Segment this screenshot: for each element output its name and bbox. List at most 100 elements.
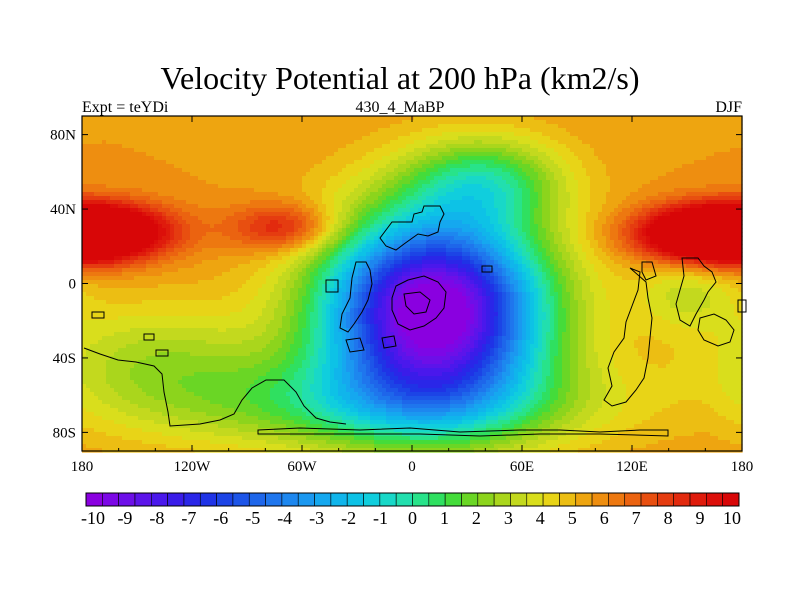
field-cell: [458, 424, 475, 429]
field-cell: [266, 448, 311, 453]
field-cell: [258, 292, 271, 297]
field-cell: [718, 268, 743, 273]
field-cell: [562, 364, 571, 369]
field-cell: [630, 244, 635, 249]
field-cell: [546, 292, 551, 297]
field-cell: [650, 308, 679, 313]
field-cell: [330, 252, 335, 257]
field-cell: [538, 324, 543, 329]
field-cell: [390, 324, 395, 329]
field-cell: [526, 312, 531, 317]
field-cell: [702, 400, 735, 405]
field-cell: [522, 400, 531, 405]
field-cell: [534, 216, 543, 221]
field-cell: [382, 268, 391, 273]
colorbar-label: 6: [600, 508, 609, 528]
field-cell: [554, 384, 563, 389]
field-cell: [522, 252, 531, 257]
field-cell: [130, 252, 139, 257]
field-cell: [410, 436, 439, 441]
field-cell: [522, 196, 531, 201]
field-cell: [510, 420, 523, 425]
field-cell: [542, 192, 551, 197]
field-cell: [374, 268, 379, 273]
field-cell: [530, 240, 535, 245]
field-cell: [298, 316, 307, 321]
field-cell: [486, 392, 495, 397]
field-cell: [658, 244, 743, 249]
field-cell: [82, 400, 103, 405]
colorbar-swatch: [281, 492, 299, 507]
field-cell: [390, 264, 395, 269]
field-cell: [450, 396, 463, 401]
field-cell: [82, 232, 159, 237]
field-cell: [558, 140, 583, 145]
field-cell: [550, 316, 555, 321]
field-cell: [594, 304, 611, 309]
field-cell: [522, 216, 531, 221]
field-cell: [646, 224, 651, 229]
field-cell: [566, 244, 575, 249]
field-cell: [346, 316, 351, 321]
field-cell: [510, 340, 515, 345]
field-cell: [670, 344, 719, 349]
field-cell: [402, 268, 411, 273]
field-cell: [286, 236, 295, 241]
field-cell: [350, 308, 355, 313]
field-cell: [510, 288, 515, 293]
field-cell: [410, 388, 447, 393]
field-cell: [82, 160, 167, 165]
field-cell: [550, 312, 555, 317]
field-cell: [302, 328, 311, 333]
field-cell: [506, 276, 511, 281]
field-cell: [422, 268, 447, 273]
field-cell: [338, 244, 343, 249]
field-cell: [530, 356, 535, 361]
field-cell: [498, 344, 503, 349]
field-cell: [82, 396, 99, 401]
field-cell: [542, 216, 551, 221]
field-cell: [450, 356, 463, 361]
field-cell: [654, 256, 663, 261]
field-cell: [318, 284, 323, 289]
colorbar-swatch: [314, 492, 332, 507]
field-cell: [474, 380, 479, 385]
field-cell: [94, 296, 223, 301]
field-cell: [414, 168, 427, 173]
field-cell: [546, 348, 551, 353]
field-cell: [334, 372, 343, 377]
field-cell: [518, 300, 523, 305]
field-cell: [698, 328, 743, 333]
field-cell: [574, 416, 591, 421]
field-cell: [386, 244, 395, 249]
field-cell: [586, 348, 595, 353]
field-cell: [106, 184, 219, 189]
field-cell: [510, 336, 515, 341]
field-cell: [594, 228, 603, 233]
field-cell: [494, 260, 499, 265]
field-cell: [362, 284, 367, 289]
field-cell: [650, 212, 659, 217]
field-cell: [270, 368, 287, 373]
field-cell: [294, 360, 303, 365]
field-cell: [154, 240, 159, 245]
field-cell: [486, 212, 499, 217]
field-cell: [610, 332, 715, 337]
field-cell: [206, 232, 223, 237]
field-cell: [182, 436, 243, 441]
field-cell: [706, 260, 719, 265]
field-cell: [510, 260, 515, 265]
field-cell: [490, 400, 499, 405]
field-cell: [474, 332, 479, 337]
field-cell: [566, 184, 579, 189]
field-cell: [486, 404, 495, 409]
field-cell: [350, 332, 355, 337]
field-cell: [282, 316, 291, 321]
field-cell: [626, 196, 647, 201]
field-cell: [514, 188, 523, 193]
field-cell: [410, 368, 455, 373]
field-cell: [390, 384, 403, 389]
field-cell: [402, 404, 451, 409]
field-cell: [514, 344, 519, 349]
field-cell: [334, 252, 339, 257]
